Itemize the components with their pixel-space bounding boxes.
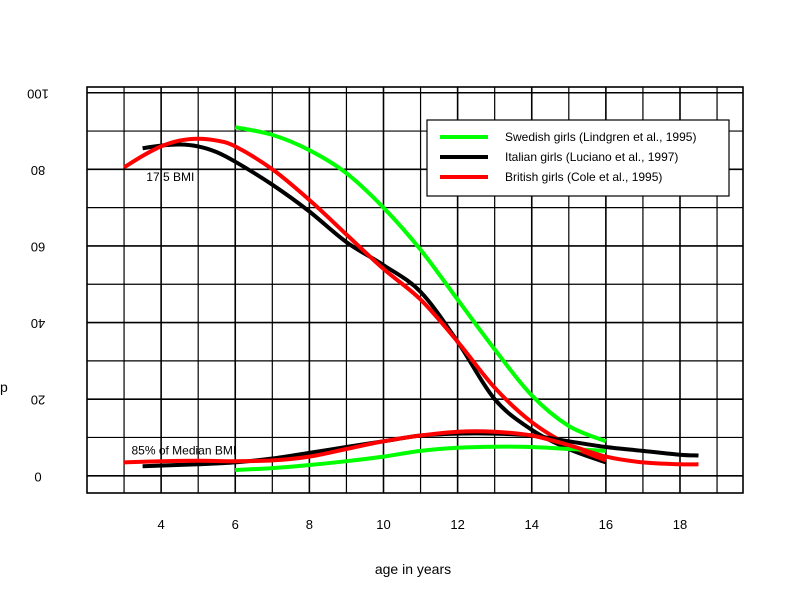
x-axis-label: age in years — [375, 561, 451, 577]
y-tick-label: 60 — [31, 240, 45, 255]
series-line-bmi-17-5 — [123, 136, 607, 463]
series-lines — [123, 125, 699, 472]
x-tick-label: 12 — [450, 517, 464, 532]
x-tick-label: 6 — [232, 517, 239, 532]
plot-frame — [86, 86, 744, 494]
series-line-median-85 — [235, 444, 607, 472]
x-tick-label: 16 — [599, 517, 613, 532]
x-tick-label: 14 — [525, 517, 539, 532]
x-tick-label: 4 — [158, 517, 165, 532]
x-tick-label: 18 — [673, 517, 687, 532]
annotations: 17.5 BMI 85% of Median BMI — [131, 170, 236, 458]
legend-items: Swedish girls (Lindgren et al., 1995) Ita… — [440, 130, 696, 184]
y-tick-label: 100 — [27, 86, 49, 101]
y-axis-label: p — [0, 379, 8, 395]
y-tick-label: 0 — [34, 469, 41, 484]
tick-labels: 4 6 8 10 12 14 16 18 0 20 40 60 80 100 — [27, 86, 687, 532]
legend-entry: Italian girls (Luciano et al., 1997) — [505, 150, 678, 164]
x-tick-label: 10 — [376, 517, 390, 532]
annotation-label: 17.5 BMI — [146, 170, 194, 184]
legend-entry: British girls (Cole et al., 1995) — [505, 170, 662, 184]
series-line-median-85 — [124, 429, 699, 467]
series-line-bmi-17-5 — [234, 125, 607, 444]
y-tick-label: 40 — [31, 316, 45, 331]
legend-entry: Swedish girls (Lindgren et al., 1995) — [505, 130, 696, 144]
y-tick-label: 80 — [31, 163, 45, 178]
x-tick-label: 8 — [306, 517, 313, 532]
legend: Swedish girls (Lindgren et al., 1995) Ita… — [426, 119, 730, 197]
annotation-label: 85% of Median BMI — [131, 444, 236, 458]
y-tick-label: 20 — [31, 393, 45, 408]
series-line-bmi-17-5 — [142, 142, 607, 465]
